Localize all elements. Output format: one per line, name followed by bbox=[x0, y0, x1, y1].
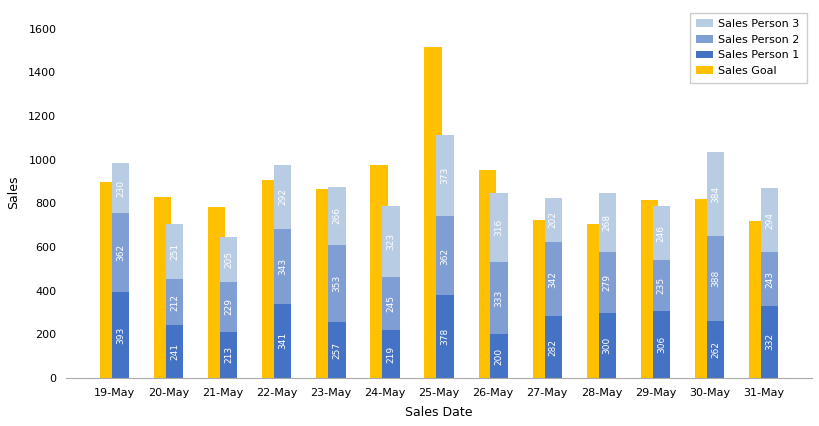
Text: 306: 306 bbox=[657, 336, 666, 353]
Text: 362: 362 bbox=[441, 248, 450, 265]
Text: 202: 202 bbox=[549, 211, 558, 228]
Bar bbox=[749, 221, 767, 378]
Bar bbox=[316, 189, 333, 378]
Text: 213: 213 bbox=[224, 346, 233, 363]
Bar bbox=[532, 220, 550, 378]
Bar bbox=[478, 170, 495, 378]
Text: 235: 235 bbox=[657, 277, 666, 294]
Text: 341: 341 bbox=[278, 332, 287, 349]
Bar bbox=[370, 165, 387, 378]
Bar bbox=[695, 199, 713, 378]
Bar bbox=[599, 193, 616, 252]
Bar bbox=[112, 213, 129, 292]
Bar bbox=[166, 225, 183, 279]
Legend: Sales Person 3, Sales Person 2, Sales Person 1, Sales Goal: Sales Person 3, Sales Person 2, Sales Pe… bbox=[690, 12, 807, 83]
Bar bbox=[424, 47, 441, 378]
Text: 219: 219 bbox=[387, 345, 396, 363]
Text: 384: 384 bbox=[711, 186, 720, 203]
Bar bbox=[707, 236, 724, 321]
Bar bbox=[382, 206, 400, 277]
Text: 342: 342 bbox=[549, 271, 558, 288]
Text: 300: 300 bbox=[603, 337, 612, 354]
Text: 323: 323 bbox=[387, 233, 396, 250]
Text: 282: 282 bbox=[549, 339, 558, 356]
Text: 229: 229 bbox=[224, 298, 233, 315]
Bar bbox=[328, 245, 346, 322]
Text: 268: 268 bbox=[603, 214, 612, 231]
Bar bbox=[328, 187, 346, 245]
Bar bbox=[491, 334, 508, 378]
Bar bbox=[112, 163, 129, 213]
Text: 200: 200 bbox=[495, 348, 504, 365]
Bar bbox=[599, 313, 616, 378]
Text: 262: 262 bbox=[711, 341, 720, 358]
Text: 373: 373 bbox=[441, 167, 450, 184]
Text: 212: 212 bbox=[170, 294, 179, 311]
Text: 316: 316 bbox=[495, 219, 504, 236]
Text: 332: 332 bbox=[765, 333, 774, 350]
Text: 241: 241 bbox=[170, 343, 179, 360]
Text: 205: 205 bbox=[224, 250, 233, 268]
Bar bbox=[274, 304, 292, 378]
Bar bbox=[653, 260, 670, 311]
Bar bbox=[545, 198, 562, 242]
Text: 362: 362 bbox=[116, 244, 125, 261]
Bar bbox=[707, 321, 724, 378]
Bar bbox=[640, 200, 658, 378]
Bar bbox=[599, 252, 616, 313]
Bar bbox=[707, 153, 724, 236]
Text: 230: 230 bbox=[116, 179, 125, 197]
Bar bbox=[274, 165, 292, 229]
Bar bbox=[112, 292, 129, 378]
Text: 245: 245 bbox=[387, 295, 396, 312]
Text: 266: 266 bbox=[333, 207, 342, 225]
Text: 243: 243 bbox=[765, 271, 774, 288]
X-axis label: Sales Date: Sales Date bbox=[405, 406, 473, 419]
Bar bbox=[437, 296, 454, 378]
Bar bbox=[586, 224, 604, 378]
Bar bbox=[437, 135, 454, 216]
Y-axis label: Sales: Sales bbox=[7, 176, 20, 209]
Bar bbox=[220, 282, 238, 331]
Bar bbox=[491, 262, 508, 334]
Text: 294: 294 bbox=[765, 212, 774, 229]
Bar bbox=[166, 279, 183, 325]
Bar bbox=[545, 242, 562, 317]
Bar bbox=[166, 325, 183, 378]
Bar bbox=[761, 305, 778, 378]
Text: 279: 279 bbox=[603, 273, 612, 291]
Text: 257: 257 bbox=[333, 341, 342, 359]
Bar bbox=[208, 207, 225, 378]
Bar bbox=[154, 197, 171, 378]
Text: 378: 378 bbox=[441, 328, 450, 345]
Bar bbox=[491, 193, 508, 262]
Bar bbox=[220, 331, 238, 378]
Bar bbox=[761, 253, 778, 305]
Text: 333: 333 bbox=[495, 289, 504, 307]
Bar bbox=[100, 181, 117, 378]
Bar bbox=[653, 206, 670, 260]
Text: 388: 388 bbox=[711, 270, 720, 287]
Bar bbox=[262, 181, 279, 378]
Bar bbox=[220, 237, 238, 282]
Bar bbox=[653, 311, 670, 378]
Bar bbox=[545, 317, 562, 378]
Bar bbox=[382, 330, 400, 378]
Bar bbox=[328, 322, 346, 378]
Bar bbox=[382, 277, 400, 330]
Bar bbox=[437, 216, 454, 296]
Text: 393: 393 bbox=[116, 326, 125, 344]
Text: 246: 246 bbox=[657, 225, 666, 242]
Text: 292: 292 bbox=[278, 188, 287, 205]
Bar bbox=[761, 188, 778, 253]
Bar bbox=[274, 229, 292, 304]
Text: 343: 343 bbox=[278, 258, 287, 275]
Text: 353: 353 bbox=[333, 275, 342, 292]
Text: 251: 251 bbox=[170, 243, 179, 260]
